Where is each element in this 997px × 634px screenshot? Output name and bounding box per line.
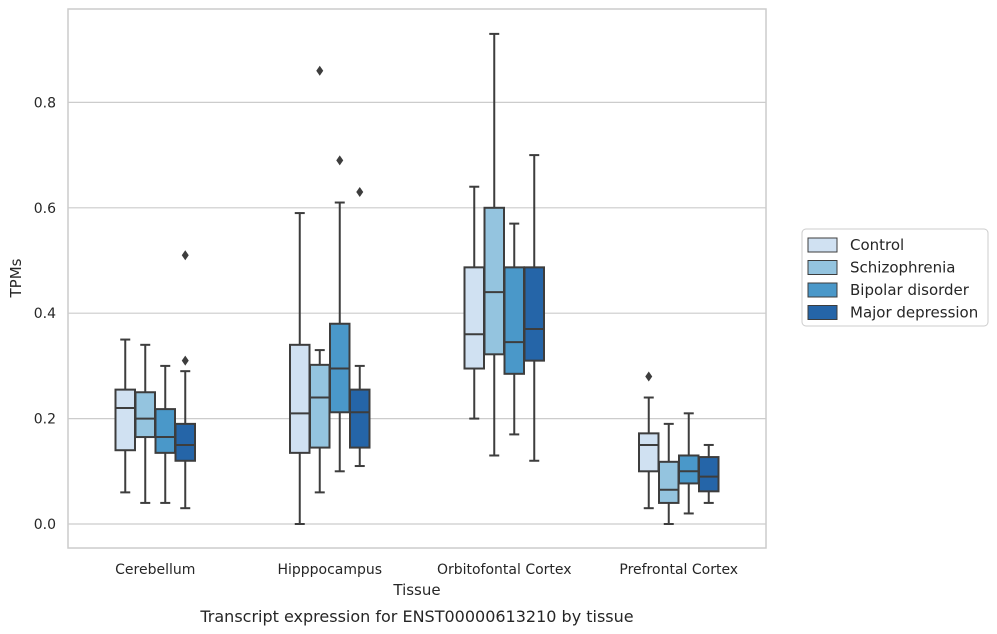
- box-1-2: [329, 155, 351, 473]
- legend-label: Bipolar disorder: [850, 281, 970, 299]
- y-tick-label: 0.8: [34, 95, 56, 111]
- box-3-2: [678, 412, 700, 515]
- box-3-3: [698, 443, 720, 504]
- box-body: [678, 454, 700, 485]
- legend-label: Control: [850, 236, 904, 254]
- outlier-point: [336, 155, 344, 166]
- box-body: [134, 391, 156, 439]
- y-axis-ticks: 0.0 0.2 0.4 0.6 0.8: [34, 95, 56, 533]
- box-2-3: [523, 154, 545, 462]
- box-2-2: [503, 222, 525, 436]
- x-tick-label: Orbitofontal Cortex: [437, 562, 572, 578]
- gridlines: [68, 101, 766, 525]
- legend-swatch: [807, 237, 838, 253]
- box-body: [154, 408, 176, 454]
- x-tick-label: Prefrontal Cortex: [619, 562, 738, 578]
- outlier-point: [181, 355, 189, 366]
- box-1-0: [289, 212, 311, 525]
- box-3-0: [638, 371, 660, 510]
- box-3-1: [658, 422, 680, 525]
- y-tick-label: 0.6: [34, 201, 56, 217]
- box-body: [349, 388, 371, 449]
- chart-caption: Transcript expression for ENST0000061321…: [199, 607, 633, 626]
- box-body: [174, 422, 196, 462]
- outlier-point: [356, 186, 364, 197]
- box-body: [289, 343, 311, 454]
- boxes: [114, 32, 720, 525]
- box-body: [658, 460, 680, 504]
- x-axis-ticks: Cerebellum Hipppocampus Orbitofontal Corte…: [115, 562, 738, 578]
- outlier-point: [645, 371, 653, 382]
- box-body: [463, 266, 485, 370]
- legend-swatch: [807, 260, 838, 275]
- box-body: [503, 266, 525, 375]
- legend-label: Major depression: [850, 304, 978, 322]
- box-0-3: [174, 250, 196, 510]
- y-axis-label: TPMs: [7, 258, 25, 298]
- box-2-0: [463, 185, 485, 420]
- y-tick-label: 0.2: [34, 412, 56, 428]
- box-body: [638, 432, 660, 473]
- box-body: [483, 206, 505, 356]
- legend-frame: [801, 228, 989, 327]
- x-tick-label: Hipppocampus: [277, 562, 382, 578]
- legend-item: Bipolar disorder: [807, 281, 970, 299]
- legend-item: Schizophrenia: [807, 259, 955, 277]
- box-0-0: [114, 338, 136, 494]
- x-tick-label: Cerebellum: [115, 562, 195, 578]
- y-tick-label: 0.4: [34, 306, 56, 322]
- legend-item: Major depression: [807, 304, 978, 322]
- box-body: [309, 363, 331, 449]
- box-body: [114, 388, 136, 452]
- box-0-1: [134, 343, 156, 504]
- legend: Control Schizophrenia Bipolar disorder Majo…: [801, 228, 989, 327]
- legend-swatch: [807, 305, 838, 320]
- box-0-2: [154, 364, 176, 504]
- box-1-1: [309, 65, 331, 494]
- legend-item: Control: [807, 236, 904, 254]
- box-body: [523, 266, 545, 362]
- plot-frame: [67, 8, 767, 549]
- box-body: [698, 456, 720, 493]
- outlier-point: [181, 250, 189, 261]
- legend-label: Schizophrenia: [850, 259, 955, 277]
- box-2-1: [483, 32, 505, 457]
- x-axis-label: Tissue: [392, 581, 440, 599]
- legend-swatch: [807, 282, 838, 298]
- box-1-3: [349, 186, 371, 468]
- outlier-point: [316, 65, 324, 76]
- y-tick-label: 0.0: [34, 517, 56, 533]
